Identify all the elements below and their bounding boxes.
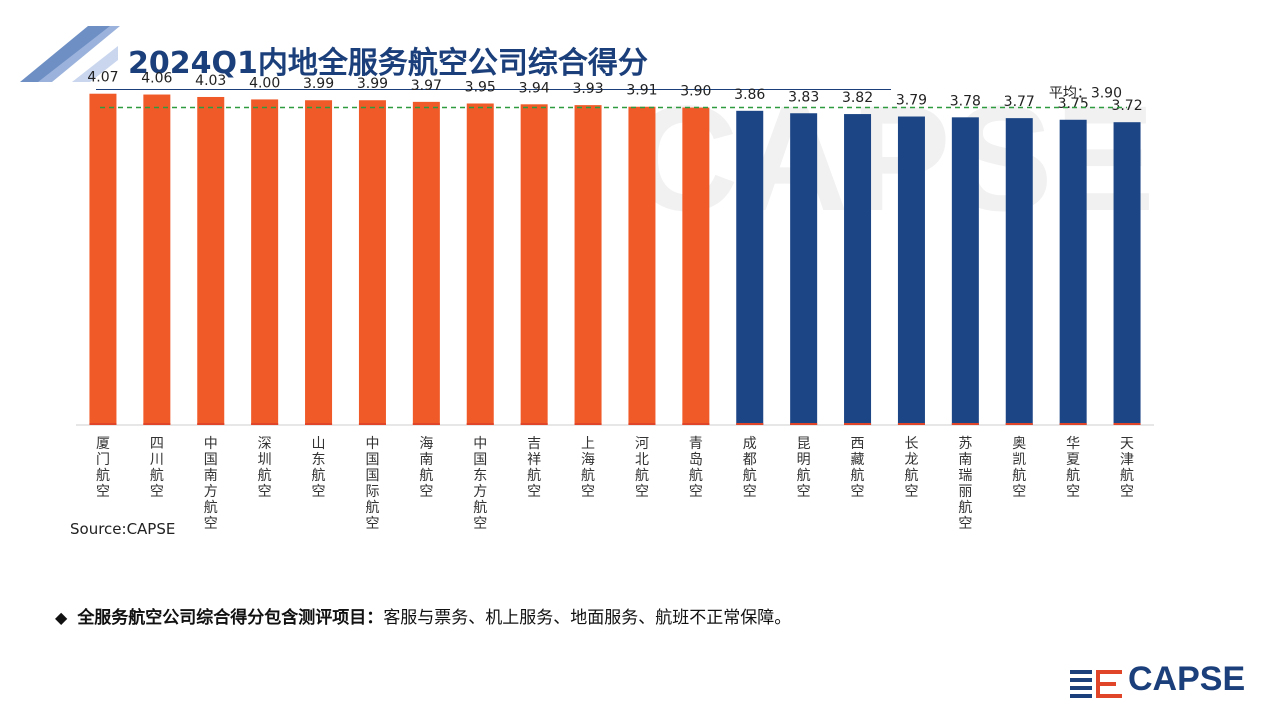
bar xyxy=(682,107,710,425)
source-note: Source:CAPSE xyxy=(70,520,176,538)
data-label: 4.07 xyxy=(87,70,118,86)
footnote: ◆ 全服务航空公司综合得分包含测评项目：客服与票务、机上服务、地面服务、航班不正常… xyxy=(55,603,791,628)
bar-base xyxy=(251,423,279,425)
bar-chart: 4.07 厦门航空 4.06 四川航空 4.03 中国南方航空 4.00 深圳航空 3.99 山东… xyxy=(76,70,1154,532)
data-label: 3.72 xyxy=(1111,98,1142,114)
bar-base xyxy=(89,423,117,425)
bar xyxy=(736,110,764,425)
bar-base xyxy=(844,423,872,425)
x-tick-label: 四川航空 xyxy=(150,436,164,500)
bar xyxy=(89,93,117,425)
x-tick-label: 中国国际航空 xyxy=(365,436,379,532)
data-label: 3.79 xyxy=(896,93,927,109)
data-label: 3.77 xyxy=(1004,94,1035,110)
bar-base xyxy=(736,423,764,425)
bar xyxy=(197,96,225,425)
bar xyxy=(412,101,440,425)
bar-base xyxy=(197,423,225,425)
bar-base xyxy=(897,423,925,425)
title-divider xyxy=(96,89,891,90)
bar xyxy=(628,106,656,425)
data-label: 3.82 xyxy=(842,90,873,106)
x-tick-label: 长龙航空 xyxy=(904,436,918,500)
bar xyxy=(305,100,333,426)
x-tick-label: 青岛航空 xyxy=(689,436,703,500)
average-label: 平均：3.90 xyxy=(1049,86,1122,102)
bar-base xyxy=(520,423,548,425)
footnote-heading: 全服务航空公司综合得分包含测评项目： xyxy=(77,608,384,628)
footnote-text: 客服与票务、机上服务、地面服务、航班不正常保障。 xyxy=(383,608,792,628)
x-tick-label: 吉祥航空 xyxy=(527,436,541,500)
x-tick-label: 天津航空 xyxy=(1120,436,1134,500)
data-label: 3.78 xyxy=(950,93,981,109)
x-tick-label: 苏南瑞丽航空 xyxy=(958,436,972,532)
data-label: 3.86 xyxy=(734,87,765,103)
data-label: 3.90 xyxy=(680,84,711,100)
capse-logo: CAPSE xyxy=(1068,660,1248,706)
bar-base xyxy=(574,423,602,425)
x-tick-label: 山东航空 xyxy=(312,436,326,500)
data-label: 3.95 xyxy=(465,79,496,95)
header-decoration xyxy=(20,26,120,82)
capse-flag-icon xyxy=(1070,670,1122,698)
data-label: 3.94 xyxy=(519,80,550,96)
bar-base xyxy=(790,423,818,425)
x-tick-label: 昆明航空 xyxy=(797,436,811,500)
bar xyxy=(143,94,171,425)
bar xyxy=(466,103,494,425)
bar-base xyxy=(1005,423,1033,425)
bar-base xyxy=(682,423,710,425)
x-tick-label: 中国南方航空 xyxy=(204,436,218,532)
bar xyxy=(1005,118,1033,426)
data-label: 3.97 xyxy=(411,78,442,94)
data-label: 4.00 xyxy=(249,75,280,91)
bar xyxy=(951,117,979,425)
x-tick-label: 奥凯航空 xyxy=(1012,435,1026,500)
bar xyxy=(520,104,548,426)
bar-base xyxy=(466,423,494,425)
x-tick-label: 中国东方航空 xyxy=(473,436,487,532)
bar-base xyxy=(1113,423,1141,425)
bar-base xyxy=(412,423,440,425)
data-label: 3.99 xyxy=(303,76,334,92)
x-tick-label: 海南航空 xyxy=(419,436,433,500)
x-tick-label: 成都航空 xyxy=(743,436,757,500)
x-tick-label: 上海航空 xyxy=(581,436,595,500)
bar xyxy=(844,114,872,426)
x-tick-label: 华夏航空 xyxy=(1066,436,1080,500)
x-tick-label: 厦门航空 xyxy=(96,436,110,500)
bar xyxy=(574,105,602,426)
logo-wordmark: CAPSE xyxy=(1128,660,1246,698)
x-tick-label: 西藏航空 xyxy=(851,436,865,500)
data-label: 3.83 xyxy=(788,89,819,105)
bar xyxy=(251,99,279,425)
x-tick-label: 深圳航空 xyxy=(258,436,272,500)
bar xyxy=(358,100,386,426)
bar-base xyxy=(1059,423,1087,425)
data-label: 3.93 xyxy=(572,81,603,97)
data-label: 4.06 xyxy=(141,71,172,87)
data-label: 3.99 xyxy=(357,76,388,92)
bar xyxy=(897,116,925,425)
x-tick-label: 河北航空 xyxy=(635,436,649,500)
data-label: 3.91 xyxy=(626,83,657,99)
bar-base xyxy=(951,423,979,425)
bar-base xyxy=(358,423,386,425)
bar-base xyxy=(628,423,656,425)
bar xyxy=(1113,122,1141,426)
bar xyxy=(790,113,818,426)
data-label: 4.03 xyxy=(195,73,226,89)
bar xyxy=(1059,119,1087,425)
bar-base xyxy=(305,423,333,425)
page-title: 2024Q1内地全服务航空公司综合得分 xyxy=(128,46,648,81)
bar-base xyxy=(143,423,171,425)
diamond-bullet-icon: ◆ xyxy=(55,608,68,627)
